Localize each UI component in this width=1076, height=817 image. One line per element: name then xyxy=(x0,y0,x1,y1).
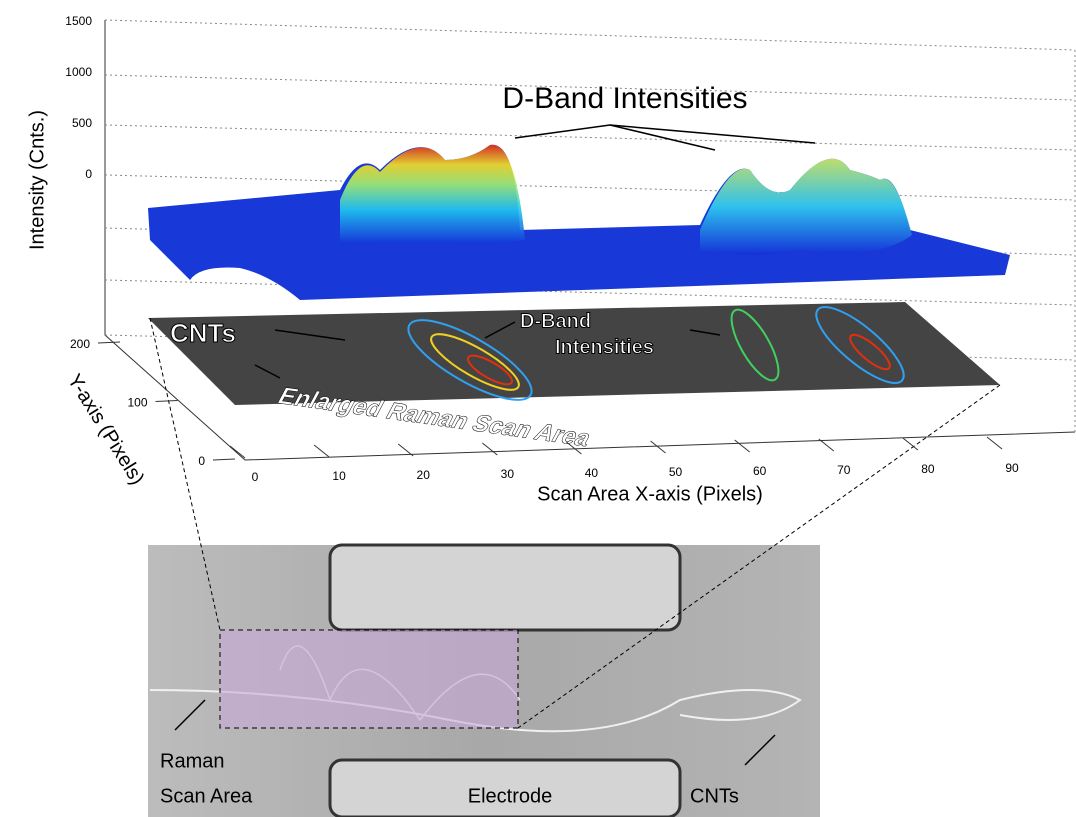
z-tick-label: 1000 xyxy=(65,65,92,79)
map-annotation: CNTs xyxy=(170,318,236,348)
surface-annotation: D-Band Intensities xyxy=(502,82,747,115)
y-tick xyxy=(156,401,178,402)
x-tick xyxy=(482,443,497,455)
x-tick-label: 90 xyxy=(1005,461,1019,475)
y-axis-label: Y-axis (Pixels) xyxy=(63,370,148,488)
x-tick-label: 80 xyxy=(921,462,935,476)
y-tick-label: 200 xyxy=(70,337,90,351)
x-tick-label: 30 xyxy=(501,467,515,481)
y-tick-label: 100 xyxy=(127,396,147,410)
x-tick-label: 20 xyxy=(417,468,431,482)
x-tick xyxy=(735,440,750,452)
x-tick xyxy=(987,437,1002,449)
x-tick xyxy=(314,445,329,457)
x-axis-label: Scan Area X-axis (Pixels) xyxy=(537,483,763,505)
map-annotation: D-Band xyxy=(520,310,591,332)
x-tick-label: 70 xyxy=(837,463,851,477)
z-tick-label: 1500 xyxy=(65,14,92,28)
sem-label: Electrode xyxy=(468,785,553,807)
sem-label: Raman xyxy=(160,750,224,772)
z-tick-label: 0 xyxy=(85,167,92,181)
z-axis-label: Intensity (Cnts.) xyxy=(26,110,48,250)
y-tick xyxy=(98,342,120,343)
x-tick xyxy=(903,438,918,450)
sem-label: Scan Area xyxy=(160,785,253,807)
z-tick-label: 500 xyxy=(72,116,92,130)
y-tick xyxy=(213,459,235,460)
x-tick-label: 10 xyxy=(332,469,346,483)
x-tick-label: 50 xyxy=(669,465,683,479)
x-tick-label: 60 xyxy=(753,464,767,478)
x-tick xyxy=(230,446,245,458)
x-tick-label: 40 xyxy=(585,466,599,480)
y-tick-label: 0 xyxy=(198,454,205,468)
x-tick-label: 0 xyxy=(252,470,259,484)
map-annotation: Intensities xyxy=(555,336,654,358)
figure: D-Band Intensities CNTs D-Band Intensiti… xyxy=(0,0,1076,817)
surface xyxy=(148,145,1010,300)
sem-label: CNTs xyxy=(690,785,739,807)
x-tick xyxy=(651,441,666,453)
